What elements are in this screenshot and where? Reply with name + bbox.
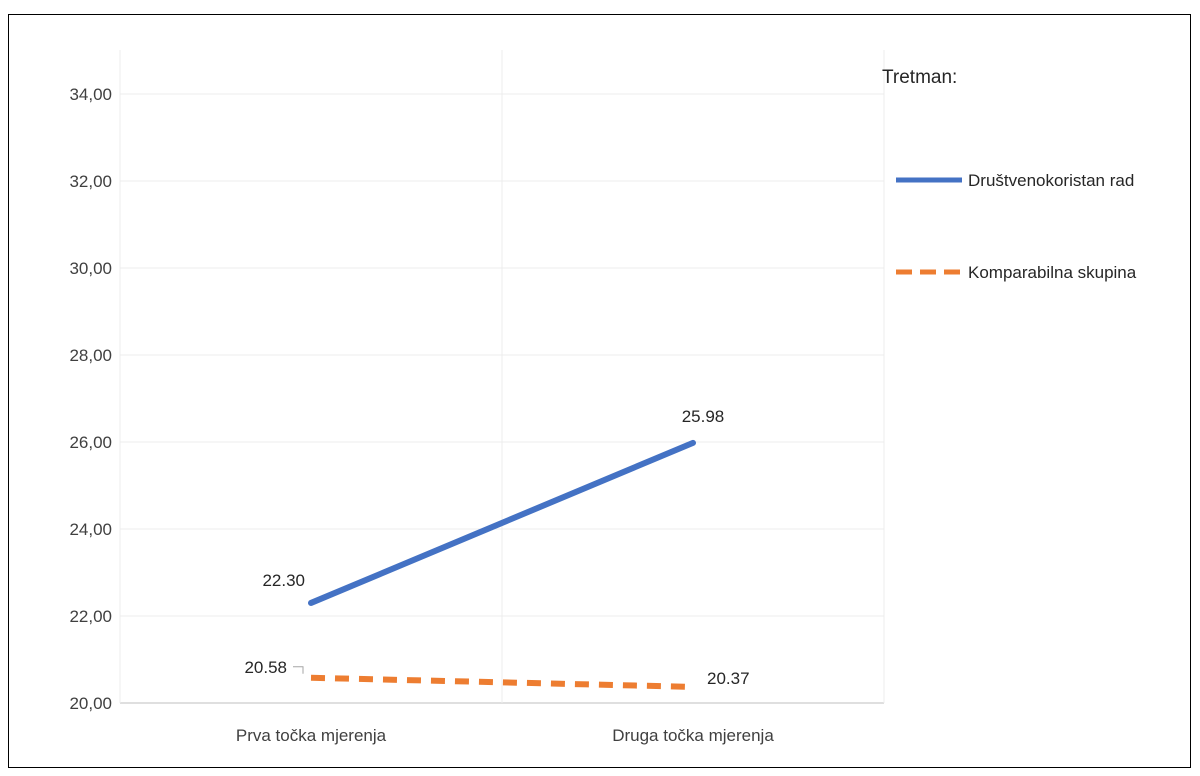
series-line-0 [308,439,696,606]
data-label-leader-line [293,666,304,674]
chart-frame [8,14,1191,768]
data-label: 25.98 [682,407,725,426]
y-tick-label: 30,00 [69,259,112,278]
y-axis-ticks: 20,00 22,00 24,00 26,00 28,00 30,00 32,00 34,00 [69,85,112,713]
x-category-label: Druga točka mjerenja [612,726,774,745]
legend-label-druptvenokoristan-rad: Društvenokoristan rad [968,171,1134,190]
x-axis-labels: Prva točka mjerenja Druga točka mjerenja [236,726,774,745]
legend-label-komparabilna-skupina: Komparabilna skupina [968,263,1137,282]
series-lines [308,439,696,690]
y-tick-label: 34,00 [69,85,112,104]
data-label: 20.58 [244,658,287,677]
data-label: 20.37 [707,669,750,688]
legend-title: Tretman: [882,67,957,88]
y-tick-label: 26,00 [69,433,112,452]
x-category-label: Prva točka mjerenja [236,726,387,745]
series-line-1 [310,674,694,690]
y-tick-label: 20,00 [69,694,112,713]
y-tick-label: 32,00 [69,172,112,191]
y-tick-label: 28,00 [69,346,112,365]
y-tick-label: 22,00 [69,607,112,626]
y-tick-label: 24,00 [69,520,112,539]
data-labels: 22.30 25.98 20.58 20.37 [244,407,749,688]
legend: Tretman: Društvenokoristan rad Komparabi… [882,67,1137,282]
data-label: 22.30 [262,571,305,590]
gridlines [119,50,885,704]
